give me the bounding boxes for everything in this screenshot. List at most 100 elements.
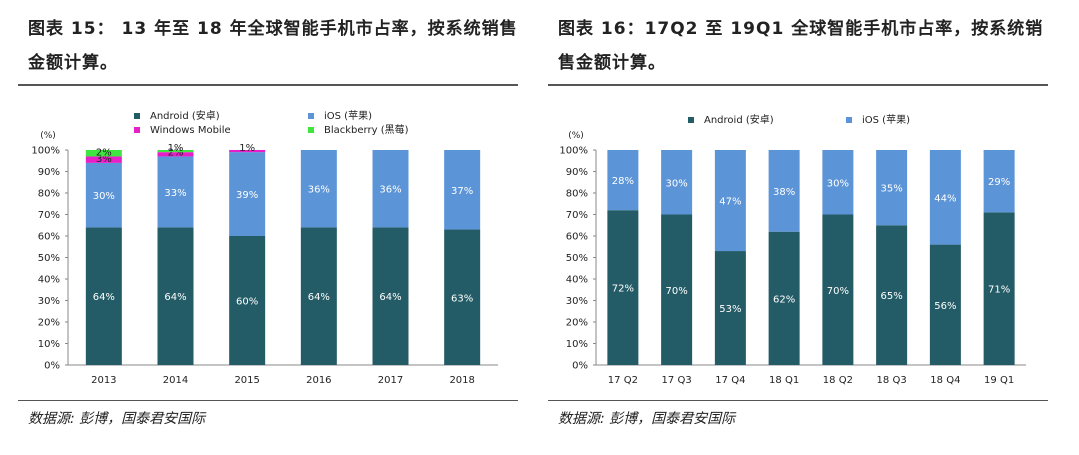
- chart-title: 图表 15： 13 年至 18 年全球智能手机市占率，按系统销售金额计算。: [28, 19, 518, 73]
- x-tick-label: 18 Q4: [930, 375, 960, 386]
- bar-chart-17q2-19q1: (%) 0% 10% 20% 30% 40% 50% 60% 70% 80% 90% 100% Andr…: [559, 113, 1026, 386]
- data-label-ios: 30%: [93, 191, 115, 202]
- divider: [548, 400, 1048, 401]
- y-tick-label: 90%: [566, 167, 588, 178]
- legend-label-windows: Windows Mobile: [150, 125, 231, 136]
- bar-segment-android: [714, 251, 746, 365]
- y-tick-label: 0%: [44, 361, 60, 372]
- y-tick-label: 70%: [38, 210, 60, 221]
- bar-segment-android: [229, 236, 266, 365]
- bar-segment-ios: [876, 150, 908, 226]
- bar-segment-android: [157, 227, 194, 365]
- legend-swatch-ios: [308, 113, 314, 119]
- data-label-blackberry: 1%: [168, 143, 184, 154]
- x-tick-label: 18 Q2: [823, 375, 853, 386]
- data-label-android: 53%: [719, 304, 741, 315]
- bar-segment-ios: [822, 150, 854, 215]
- bar-segment-android: [768, 231, 800, 365]
- bar-segment-blackberry: [157, 150, 194, 153]
- data-label-android: 60%: [236, 297, 258, 308]
- x-tick-label: 17 Q2: [608, 375, 638, 386]
- data-label-android: 64%: [93, 292, 115, 303]
- bar-segment-ios: [983, 150, 1015, 213]
- bar-segment-ios: [157, 156, 194, 228]
- data-label-ios: 30%: [666, 178, 688, 189]
- legend-swatch-ios: [846, 117, 852, 123]
- bar-segment-ios: [714, 150, 746, 252]
- y-tick-label: 50%: [38, 253, 60, 264]
- data-label-ios: 30%: [827, 178, 849, 189]
- legend-label-android: Android (安卓): [704, 113, 774, 126]
- x-tick-label: 2018: [449, 375, 474, 386]
- y-tick-label: 0%: [572, 361, 588, 372]
- data-label-windows: 3%: [96, 154, 112, 165]
- y-tick-label: 100%: [31, 146, 60, 157]
- legend-swatch-windows: [134, 127, 140, 133]
- bar-segment-android: [876, 225, 908, 365]
- bar-segment-ios: [85, 162, 122, 228]
- bar-segment-ios: [300, 150, 337, 228]
- bar-segment-android: [661, 214, 693, 365]
- legend-swatch-android: [134, 113, 140, 119]
- data-label-android: 72%: [612, 284, 634, 295]
- y-tick-label: 40%: [38, 275, 60, 286]
- bar-segment-android: [983, 212, 1015, 365]
- data-label-android: 71%: [988, 285, 1010, 296]
- data-label-android: 70%: [666, 286, 688, 297]
- data-label-ios: 39%: [236, 190, 258, 201]
- x-tick-label: 2015: [234, 375, 259, 386]
- bar-segment-ios: [607, 150, 639, 211]
- bar-segment-windows: [85, 156, 122, 163]
- y-tick-label: 50%: [566, 253, 588, 264]
- y-tick-label: 80%: [566, 189, 588, 200]
- bar-segment-android: [372, 227, 409, 365]
- data-label-ios: 33%: [164, 188, 186, 199]
- x-tick-label: 2013: [91, 375, 116, 386]
- data-label-android: 65%: [881, 291, 903, 302]
- data-label-ios: 29%: [988, 177, 1010, 188]
- y-tick-label: 10%: [38, 339, 60, 350]
- legend-label-android: Android (安卓): [150, 109, 220, 122]
- data-label-ios: 47%: [719, 197, 741, 208]
- unit-label: (%): [40, 131, 56, 141]
- legend-swatch-blackberry: [308, 127, 314, 133]
- chart-panel-left: 图表 15： 13 年至 18 年全球智能手机市占率，按系统销售金额计算。 (%…: [18, 0, 538, 455]
- data-label-ios: 37%: [451, 186, 473, 197]
- bar-segment-android: [929, 244, 961, 365]
- y-tick-label: 40%: [566, 275, 588, 286]
- source-note: 数据源: 彭博，国泰君安国际: [28, 411, 206, 427]
- y-tick-label: 20%: [38, 318, 60, 329]
- x-tick-label: 18 Q1: [769, 375, 799, 386]
- data-label-android: 56%: [934, 301, 956, 312]
- y-tick-label: 90%: [38, 167, 60, 178]
- data-label-android: 64%: [379, 292, 401, 303]
- bar-segment-ios: [229, 152, 266, 236]
- y-tick-label: 10%: [566, 339, 588, 350]
- bar-segment-ios: [661, 150, 693, 215]
- x-tick-label: 2017: [378, 375, 403, 386]
- bar-segment-blackberry: [85, 150, 122, 157]
- bar-segment-android: [85, 227, 122, 365]
- legend-label-ios: iOS (苹果): [324, 109, 372, 122]
- x-tick-label: 2016: [306, 375, 331, 386]
- y-tick-label: 30%: [566, 296, 588, 307]
- data-label-ios: 36%: [308, 185, 330, 196]
- bar-segment-android: [444, 229, 481, 365]
- data-label-android: 64%: [164, 292, 186, 303]
- bar-segment-windows: [229, 150, 266, 153]
- data-label-android: 70%: [827, 286, 849, 297]
- x-tick-label: 17 Q3: [662, 375, 692, 386]
- data-label-blackberry: 2%: [96, 147, 112, 158]
- bar-segment-android: [607, 210, 639, 365]
- y-tick-label: 70%: [566, 210, 588, 221]
- y-tick-label: 30%: [38, 296, 60, 307]
- data-label-ios: 36%: [379, 185, 401, 196]
- bar-segment-android: [300, 227, 337, 365]
- data-label-ios: 44%: [934, 193, 956, 204]
- x-tick-label: 2014: [163, 375, 188, 386]
- legend-label-blackberry: Blackberry (黑莓): [324, 124, 409, 136]
- legend-swatch-android: [688, 117, 694, 123]
- data-label-windows: 2%: [168, 147, 184, 158]
- x-tick-label: 17 Q4: [715, 375, 745, 386]
- source-note: 数据源: 彭博，国泰君安国际: [558, 411, 736, 427]
